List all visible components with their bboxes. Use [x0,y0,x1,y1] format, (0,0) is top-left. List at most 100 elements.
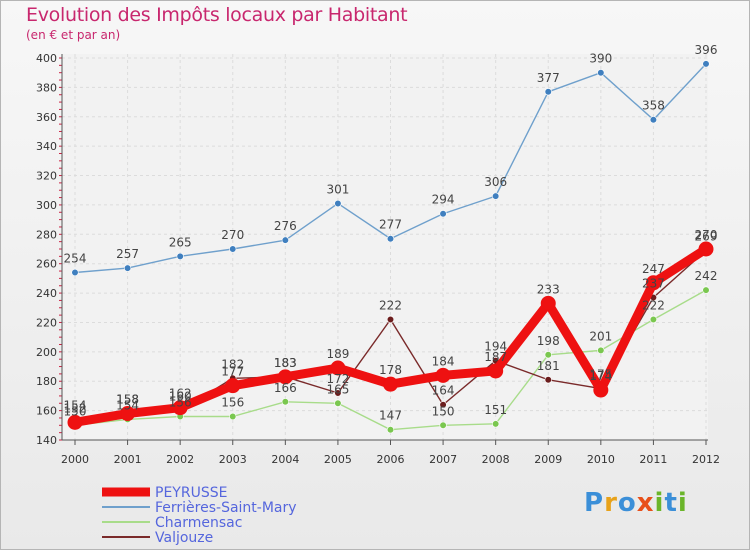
x-tick-label: 2007 [429,453,457,466]
x-tick-label: 2002 [166,453,194,466]
data-point [71,268,79,277]
data-label: 151 [484,403,507,417]
data-point [172,400,188,416]
data-label: 270 [221,228,244,242]
logo-letter: t [664,488,678,518]
data-point [645,275,661,291]
data-label: 270 [695,228,718,242]
data-point [435,367,451,383]
chart-title: Evolution des Impôts locaux par Habitant [26,4,408,26]
data-point [593,382,609,398]
data-point [702,286,710,294]
y-tick-label: 260 [36,258,57,271]
data-point [281,236,289,244]
data-label: 396 [695,43,718,57]
data-point [544,88,552,96]
data-label: 158 [116,393,139,407]
data-label: 150 [64,404,87,418]
data-point [540,295,556,311]
data-point [67,414,83,430]
x-tick-label: 2011 [639,453,667,466]
logo-letter: P [584,488,605,518]
data-point [488,363,504,379]
data-label: 177 [221,365,244,379]
y-tick-label: 180 [36,375,57,388]
y-tick-label: 360 [36,111,57,124]
legend-label: Ferrières-Saint-Mary [155,500,297,516]
y-tick-label: 140 [36,434,57,447]
data-point [386,315,395,324]
x-tick-label: 2000 [61,453,89,466]
x-tick-label: 2012 [692,453,720,466]
data-label: 181 [537,359,560,373]
data-label: 158 [116,393,139,407]
logo-letter: r [604,488,618,518]
data-label: 233 [537,282,560,296]
y-tick-label: 340 [36,140,57,153]
logo-letter: o [617,488,637,518]
data-point [698,241,714,257]
data-label: 187 [484,350,507,364]
data-label: 164 [432,384,455,398]
data-point [649,315,658,324]
data-label: 198 [537,334,560,348]
proxiti-logo: Proxiti [584,488,688,518]
data-point [386,235,395,243]
data-point [492,192,500,200]
data-label: 150 [432,404,455,418]
y-tick-label: 220 [36,316,57,329]
data-point [597,69,605,77]
data-point [383,376,398,392]
x-tick-label: 2010 [587,453,615,466]
legend-label: PEYRUSSE [155,485,227,501]
data-label: 237 [642,276,665,290]
data-label: 156 [221,395,244,409]
data-label: 257 [116,247,139,261]
data-label: 156 [169,395,192,409]
data-point [439,401,447,409]
data-label: 175 [589,368,612,382]
data-point [544,376,552,384]
x-tick-label: 2008 [482,453,510,466]
data-label: 242 [695,269,718,283]
data-point [439,210,447,218]
y-tick-label: 380 [36,81,57,94]
data-label: 189 [326,347,349,361]
data-point [277,369,293,385]
data-label: 265 [169,235,192,249]
data-label: 277 [379,218,402,232]
data-point [225,378,241,394]
data-label: 377 [537,71,560,85]
data-label: 162 [169,387,192,401]
data-point [492,420,500,428]
data-label: 154 [116,398,139,412]
data-label: 152 [64,401,87,415]
data-point [281,398,289,406]
data-label: 276 [274,219,297,233]
data-label: 184 [432,354,455,368]
data-label: 294 [432,193,455,207]
y-tick-label: 400 [36,52,57,65]
data-point [123,264,132,272]
data-point [120,406,136,422]
data-point [229,412,237,421]
data-point [334,199,342,208]
logo-letter: i [654,488,665,518]
data-label: 247 [642,262,665,276]
data-point [597,346,605,354]
chart-subtitle: (en € et par an) [26,28,121,42]
data-label: 154 [64,398,87,412]
y-tick-label: 300 [36,199,57,212]
data-point [439,421,447,429]
data-point [334,399,342,407]
data-label: 182 [221,357,244,371]
data-label: 147 [379,409,402,423]
data-label: 172 [326,372,349,386]
data-label: 390 [589,52,612,66]
x-tick-label: 2001 [114,453,142,466]
data-label: 165 [326,382,349,396]
y-tick-label: 280 [36,228,57,241]
y-tick-label: 200 [36,346,57,359]
x-tick-label: 2004 [271,453,299,466]
